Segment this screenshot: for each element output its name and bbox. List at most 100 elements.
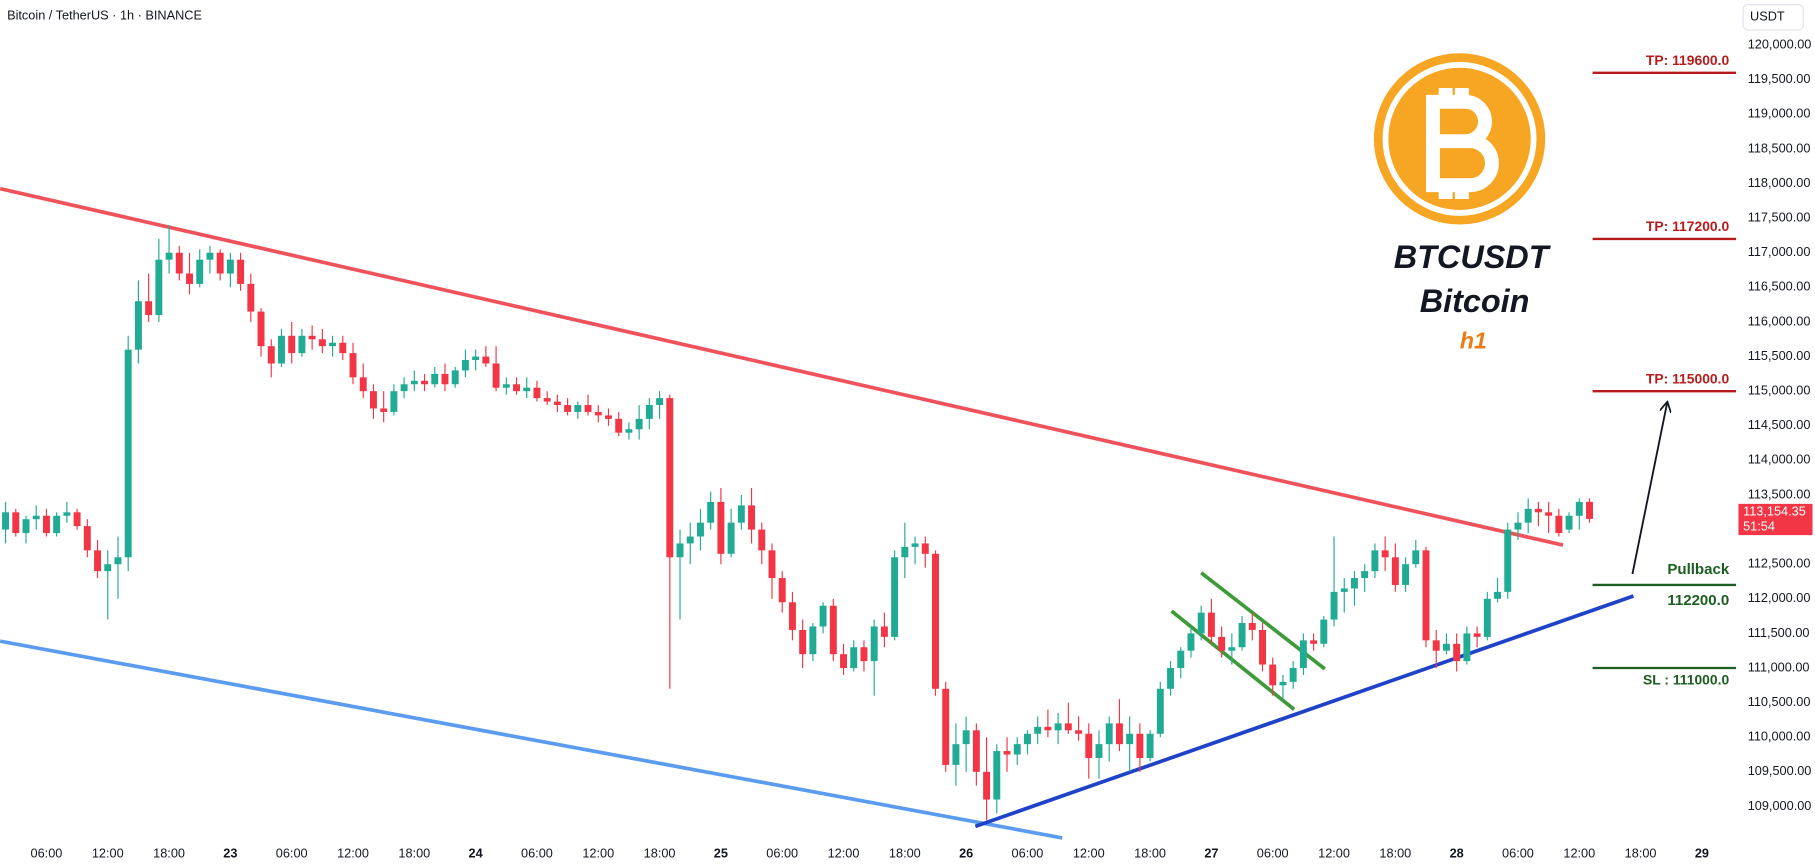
candle-body [206, 252, 214, 260]
candle-body [104, 564, 112, 572]
candle-body [615, 418, 623, 433]
candle-body [564, 405, 572, 412]
candle-body [1177, 650, 1185, 669]
candle-body [696, 522, 704, 537]
y-tick-label: 114,500.00 [1748, 417, 1811, 432]
arrow [1631, 403, 1667, 575]
y-tick-label: 115,000.00 [1748, 383, 1811, 398]
y-tick-label: 110,000.00 [1748, 729, 1811, 744]
candle-body [349, 353, 357, 378]
logo-interval: h1 [1460, 328, 1487, 354]
candle-body [748, 505, 756, 530]
candle-body [1565, 515, 1573, 530]
y-tick-label: 118,500.00 [1748, 140, 1811, 155]
candle-body [819, 605, 827, 627]
x-tick-label: 12:00 [582, 845, 614, 860]
candle-body [829, 605, 837, 655]
candle-body [676, 543, 684, 558]
candle-body [1115, 723, 1123, 745]
pullback-label: 112200.0 [1667, 592, 1729, 609]
candle-body [410, 380, 418, 385]
candle-body [1279, 681, 1287, 686]
candle-body [472, 356, 480, 361]
candle-body [737, 505, 745, 523]
currency: USDT [1750, 9, 1785, 24]
candle-body [605, 415, 612, 419]
candle-body [1248, 623, 1256, 630]
candle-body [94, 550, 102, 572]
candle-body [1023, 733, 1031, 745]
x-tick-label: 06:00 [521, 845, 553, 860]
candle-body [175, 252, 183, 274]
x-tick-label: 29 [1695, 845, 1709, 860]
candle-body [656, 398, 664, 406]
candle-body [1064, 723, 1072, 731]
x-tick-label: 06:00 [1012, 845, 1044, 860]
candle-body [124, 349, 132, 558]
candle-body [1238, 623, 1246, 648]
candle-body [1361, 571, 1369, 579]
y-tick-label: 117,000.00 [1748, 244, 1811, 259]
candle-body [1371, 550, 1379, 572]
candle-body [1442, 643, 1450, 651]
y-tick-label: 114,000.00 [1748, 452, 1811, 467]
x-tick-label: 18:00 [1625, 845, 1657, 860]
x-tick-label: 18:00 [1134, 845, 1166, 860]
x-tick-label: 06:00 [276, 845, 308, 860]
x-tick-label: 18:00 [644, 845, 676, 860]
candle-body [778, 578, 786, 603]
candle-body [1167, 668, 1175, 689]
candle-body [155, 259, 163, 316]
tp-label: TP: 117200.0 [1646, 218, 1730, 234]
candle-body [32, 515, 40, 520]
candle-body [12, 512, 20, 534]
y-tick-label: 118,000.00 [1748, 175, 1811, 190]
logo-glyph [1425, 87, 1499, 200]
candle-body [543, 398, 551, 402]
x-tick-label: 06:00 [766, 845, 798, 860]
y-tick-label: 117,500.00 [1748, 210, 1811, 225]
candle-body [952, 744, 960, 765]
candle-body [1586, 501, 1593, 519]
candle-body [308, 335, 316, 340]
candle-body [2, 512, 10, 530]
candle-body [369, 391, 377, 409]
candle-body [380, 408, 388, 412]
candle-body [1085, 733, 1093, 758]
candle-body [942, 688, 950, 765]
x-tick-label: 28 [1450, 845, 1464, 860]
candle-body [727, 522, 735, 554]
candle-body [1156, 688, 1164, 734]
candle-body [196, 259, 204, 284]
y-tick-label: 119,500.00 [1748, 71, 1811, 86]
currency-box[interactable] [1742, 4, 1804, 31]
candle-body [1524, 508, 1532, 523]
candle-body [1034, 726, 1042, 734]
candle-body [278, 335, 285, 364]
x-tick-label: 25 [714, 845, 728, 860]
y-tick-label: 109,500.00 [1748, 763, 1812, 778]
y-tick-label: 109,000.00 [1748, 798, 1812, 813]
candle-body [1146, 733, 1154, 758]
candle-body [921, 543, 929, 554]
candle-body [513, 384, 520, 392]
candle-body [329, 342, 337, 347]
candle-body [1013, 744, 1021, 755]
candle-body [165, 252, 173, 260]
candle-body [768, 550, 776, 579]
candle-body [257, 311, 265, 347]
sl-label: SL : 111000.0 [1643, 671, 1729, 687]
candle-body [73, 512, 81, 527]
x-tick-label: 18:00 [398, 845, 430, 860]
candle-body [267, 346, 275, 364]
candle-body [318, 339, 326, 347]
candle-body [788, 602, 796, 630]
candle-body [247, 283, 255, 312]
candle-body [421, 380, 429, 385]
candle-body [134, 301, 142, 350]
candle-body [1095, 744, 1103, 758]
candle-body [1504, 529, 1512, 592]
candle-body [461, 360, 469, 371]
candle-body [870, 626, 878, 662]
candle-body [962, 730, 970, 745]
